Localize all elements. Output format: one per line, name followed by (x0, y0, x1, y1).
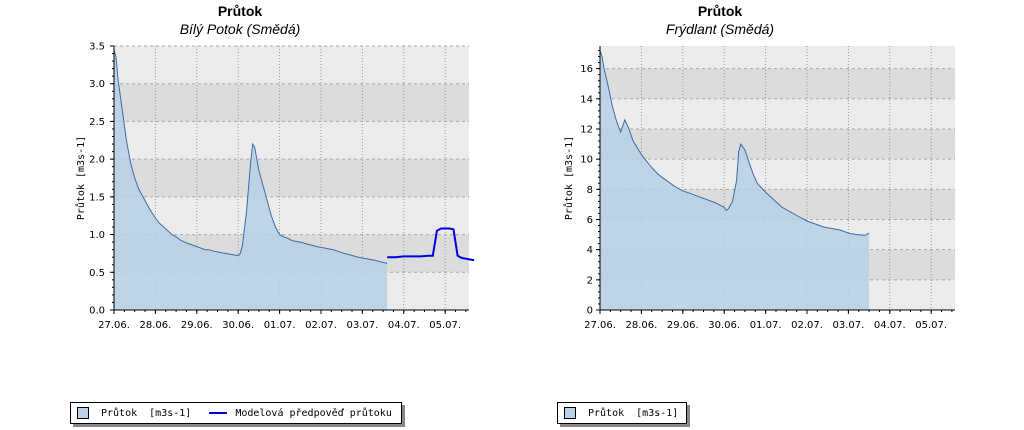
legend-item-forecast: Modelová předpověď průtoku (209, 408, 392, 419)
chart-left: 0.0 0.5 1.0 1.5 2.0 2.5 3.0 3.5 27.06. 28.06. 29.0… (75, 42, 475, 331)
chart-panel-right: Průtok Frýdlant (Smědá) (480, 0, 960, 330)
chart-title: Průtok (697, 3, 743, 19)
x-tick-label: 01.07. (750, 320, 782, 331)
grid-band (600, 68, 955, 99)
y-tick-label: 2 (587, 275, 593, 286)
legend-label: Průtok [m3s-1] (101, 407, 192, 419)
y-tick-label: 0.0 (89, 306, 105, 317)
y-tick-label: 8 (587, 185, 593, 196)
chart-title: Průtok (217, 3, 263, 19)
chart-right: 0 2 4 6 8 10 12 14 16 27.06. 28.06. 29.06. 30.06. 01.… (563, 46, 955, 331)
y-tick-label: 6 (587, 215, 593, 226)
y-tick-label: 3.5 (89, 42, 105, 53)
grid-band (114, 159, 469, 197)
y-tick-label: 2.0 (89, 155, 105, 166)
y-tick-label: 2.5 (89, 117, 105, 128)
y-tick-label: 1.0 (89, 230, 105, 241)
x-tick-label: 05.07. (429, 320, 461, 331)
y-tick-label: 0 (587, 306, 593, 317)
x-tick-label: 04.07. (388, 320, 420, 331)
y-tick-label: 16 (580, 64, 593, 75)
x-tick-label: 03.07. (346, 320, 378, 331)
x-tick-label: 01.07. (264, 320, 296, 331)
y-tick-label: 10 (580, 155, 593, 166)
y-axis-title: Průtok [m3s-1] (75, 136, 87, 220)
chart-subtitle: Bílý Potok (Smědá) (179, 21, 301, 37)
legend-item-flow: Průtok [m3s-1] (77, 407, 191, 419)
y-tick-label: 0.5 (89, 268, 105, 279)
grid-band (600, 128, 955, 160)
x-tick-label: 29.06. (181, 320, 213, 331)
legend-item-flow: Průtok [m3s-1] (564, 407, 678, 419)
y-tick-label: 3.0 (89, 79, 105, 90)
x-tick-label: 29.06. (667, 320, 699, 331)
legend-swatch-area (564, 407, 576, 419)
chart-subtitle: Frýdlant (Smědá) (665, 21, 775, 37)
y-tick-label: 14 (580, 94, 593, 105)
legend-label: Modelová předpověď průtoku (235, 407, 392, 419)
legend-left: Průtok [m3s-1] Modelová předpověď průtok… (70, 402, 402, 424)
legend-label: Průtok [m3s-1] (588, 407, 679, 419)
legend-swatch-area (77, 407, 89, 419)
x-tick-label: 02.07. (791, 320, 823, 331)
y-tick-label: 12 (580, 124, 593, 135)
x-tick-label: 02.07. (305, 320, 337, 331)
x-tick-label: 05.07. (915, 320, 947, 331)
x-tick-label: 30.06. (222, 320, 254, 331)
x-tick-label: 04.07. (874, 320, 906, 331)
y-tick-label: 4 (587, 245, 593, 256)
x-tick-label: 27.06. (584, 320, 616, 331)
series-area-fill (600, 50, 870, 310)
x-tick-label: 03.07. (832, 320, 864, 331)
x-tick-label: 27.06. (98, 320, 130, 331)
series-area-fill (114, 49, 388, 311)
y-tick-label: 1.5 (89, 192, 105, 203)
x-tick-label: 30.06. (708, 320, 740, 331)
series-line (113, 49, 388, 264)
legend-right: Průtok [m3s-1] (557, 402, 687, 424)
grid-band (114, 83, 469, 122)
chart-panel-left: Průtok Bílý Potok (Smědá) (0, 0, 480, 330)
y-axis-title: Průtok [m3s-1] (563, 136, 575, 220)
legend-swatch-line (209, 412, 228, 414)
forecast-line (387, 227, 475, 262)
x-tick-label: 28.06. (139, 320, 171, 331)
x-tick-label: 28.06. (625, 320, 657, 331)
